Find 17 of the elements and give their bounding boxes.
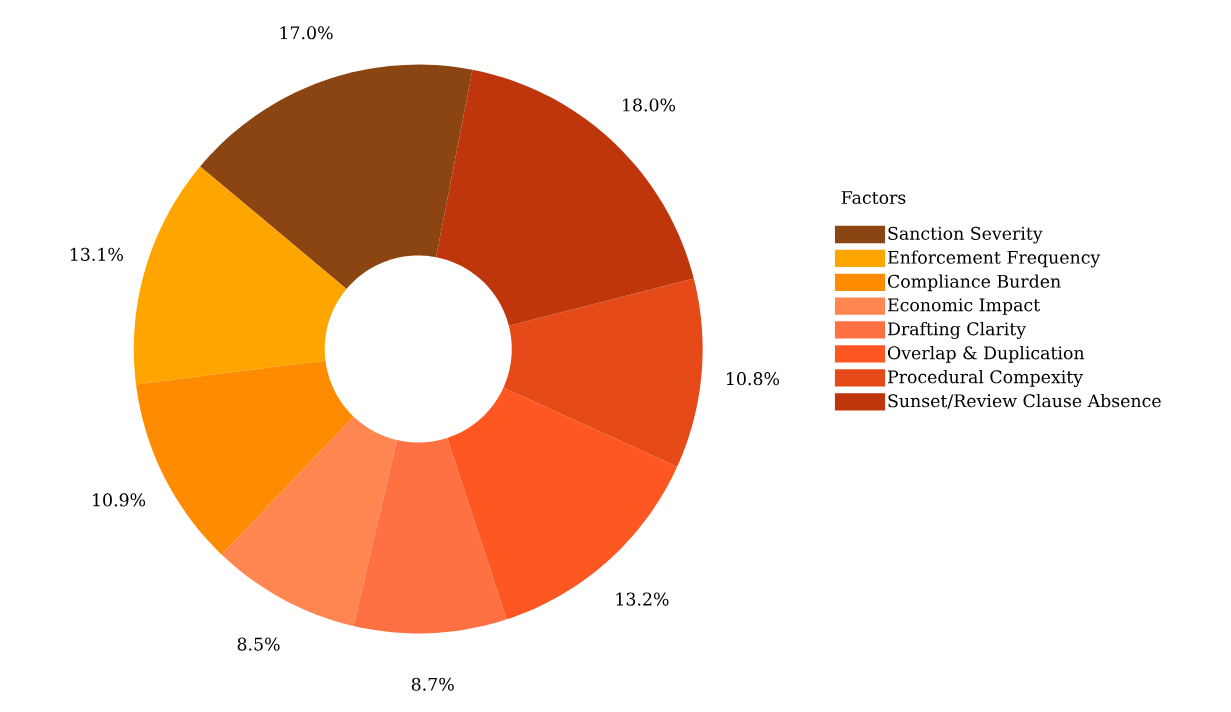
legend-label: Economic Impact	[887, 298, 1040, 316]
legend-label: Sunset/Review Clause Absence	[888, 394, 1161, 409]
legend-label: Sanction Severity	[888, 226, 1043, 244]
data-label: 8.5%	[237, 637, 280, 651]
legend-label: Compliance Burden	[887, 274, 1061, 292]
data-label: 18.0%	[623, 98, 676, 112]
data-label: 10.9%	[93, 493, 146, 507]
data-label: 17.0%	[280, 26, 333, 40]
data-label: 13.2%	[616, 592, 669, 606]
legend-title: Factors	[841, 191, 906, 205]
legend-label: Procedural Compexity	[887, 370, 1084, 388]
data-label: 13.1%	[70, 248, 123, 262]
legend-label: Overlap & Duplication	[887, 346, 1085, 363]
data-label: 8.7%	[411, 677, 454, 692]
legend-label: Drafting Clarity	[887, 322, 1027, 340]
data-label: 10.8%	[727, 372, 780, 386]
legend-label: Enforcement Frequency	[887, 250, 1101, 268]
